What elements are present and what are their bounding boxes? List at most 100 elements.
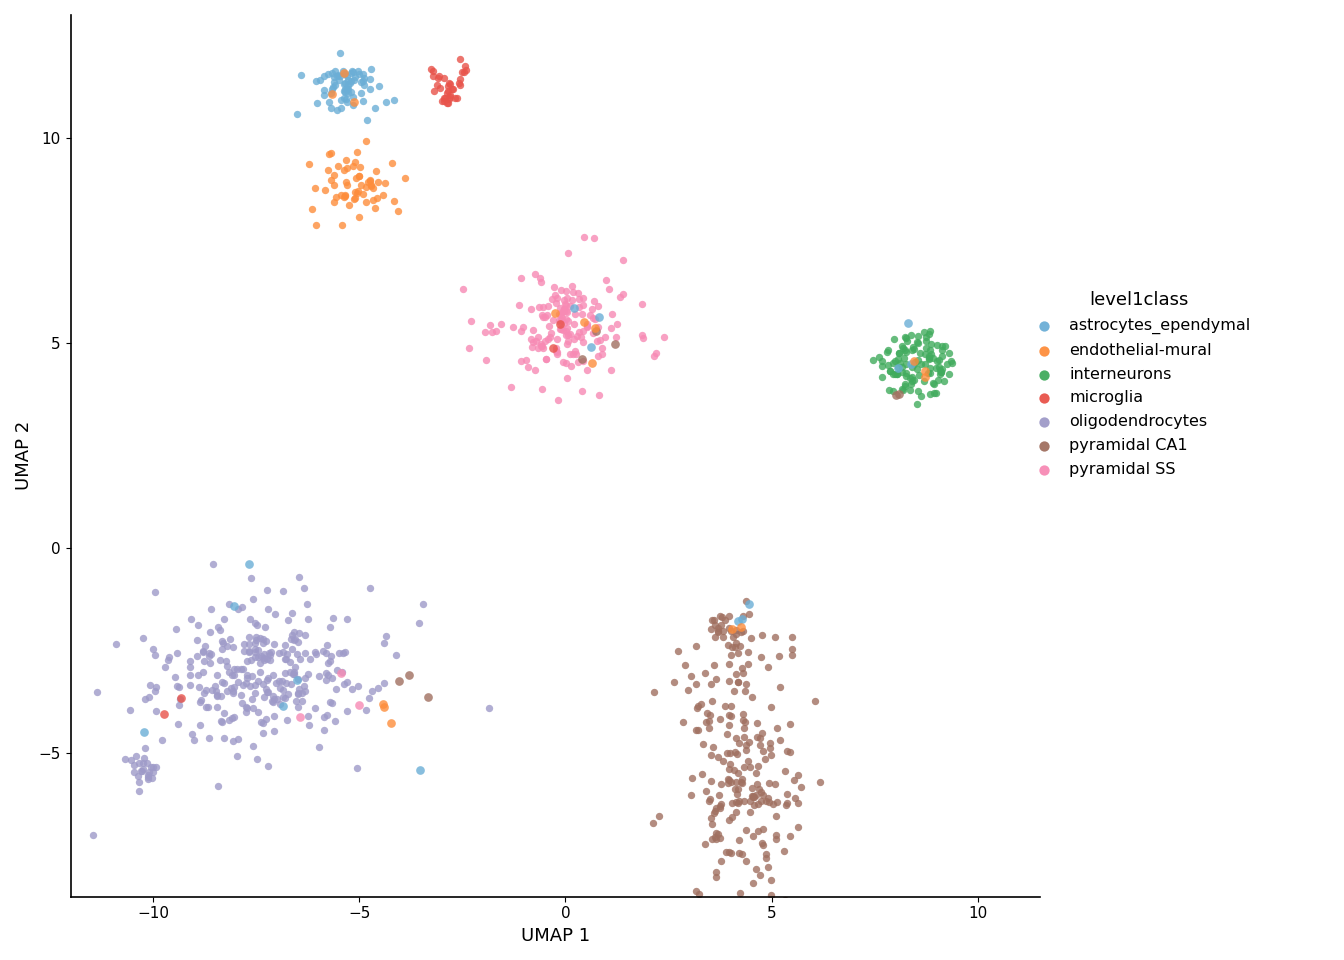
Point (204, 679, 226, 694)
Point (294, 670, 316, 685)
Point (294, 645, 316, 660)
Point (726, 774, 747, 789)
Point (165, 621, 187, 636)
Point (511, 324, 532, 339)
Point (573, 298, 594, 313)
Point (720, 708, 742, 724)
Point (254, 652, 276, 667)
Point (348, 697, 370, 712)
Point (566, 346, 587, 361)
Point (742, 788, 763, 804)
Point (114, 751, 136, 766)
Point (282, 666, 304, 682)
Point (230, 687, 251, 703)
Point (263, 691, 285, 707)
Point (909, 346, 930, 361)
Point (433, 93, 454, 108)
Point (223, 733, 245, 749)
Point (329, 45, 351, 60)
Point (309, 72, 331, 87)
Point (727, 795, 749, 810)
Point (335, 81, 356, 96)
Point (359, 173, 380, 188)
Point (555, 298, 577, 313)
Point (296, 596, 317, 612)
Point (218, 664, 239, 680)
Point (540, 325, 562, 341)
Point (731, 847, 753, 862)
Point (277, 712, 298, 728)
Point (556, 291, 578, 306)
Point (237, 667, 258, 683)
Point (335, 76, 356, 91)
Point (454, 59, 476, 74)
Point (168, 716, 190, 732)
Point (711, 610, 732, 625)
Point (700, 748, 722, 763)
Point (903, 356, 925, 372)
Point (742, 788, 763, 804)
Point (155, 659, 176, 674)
Point (887, 360, 909, 375)
Point (157, 653, 179, 668)
Point (245, 649, 266, 664)
Point (535, 351, 556, 367)
Point (239, 679, 261, 694)
Point (935, 356, 957, 372)
Point (555, 355, 577, 371)
X-axis label: UMAP 1: UMAP 1 (520, 927, 590, 945)
Point (337, 73, 359, 88)
Point (521, 339, 543, 354)
Point (710, 609, 731, 624)
Point (211, 634, 233, 649)
Point (902, 373, 923, 389)
Point (382, 156, 403, 171)
Point (336, 160, 358, 176)
Point (374, 700, 395, 715)
Point (769, 680, 790, 695)
Point (707, 621, 728, 636)
Point (348, 209, 370, 225)
Point (145, 704, 167, 719)
Point (410, 762, 431, 778)
Point (761, 888, 782, 903)
Point (538, 331, 559, 347)
Point (255, 682, 277, 697)
Point (227, 732, 249, 747)
Point (720, 775, 742, 790)
Point (226, 748, 247, 763)
Point (579, 307, 601, 323)
Point (419, 61, 441, 77)
Point (343, 158, 364, 174)
Point (555, 283, 577, 299)
Point (297, 666, 319, 682)
Point (883, 383, 905, 398)
Point (555, 327, 577, 343)
Point (328, 158, 349, 174)
Point (289, 709, 310, 725)
Point (267, 646, 289, 661)
Point (388, 673, 410, 688)
Point (742, 689, 763, 705)
Point (718, 772, 739, 787)
Point (929, 363, 950, 378)
Point (262, 688, 284, 704)
Point (512, 320, 534, 335)
Point (751, 725, 773, 740)
Point (891, 338, 913, 353)
Point (290, 67, 312, 83)
Point (207, 619, 228, 635)
Point (274, 652, 296, 667)
Point (720, 795, 742, 810)
Point (543, 279, 564, 295)
Point (276, 646, 297, 661)
Point (731, 660, 753, 676)
Point (753, 822, 774, 837)
Point (190, 717, 211, 732)
Point (539, 318, 560, 333)
Point (926, 353, 948, 369)
Point (728, 845, 750, 860)
Point (336, 94, 358, 109)
Point (775, 798, 797, 813)
Point (262, 693, 284, 708)
